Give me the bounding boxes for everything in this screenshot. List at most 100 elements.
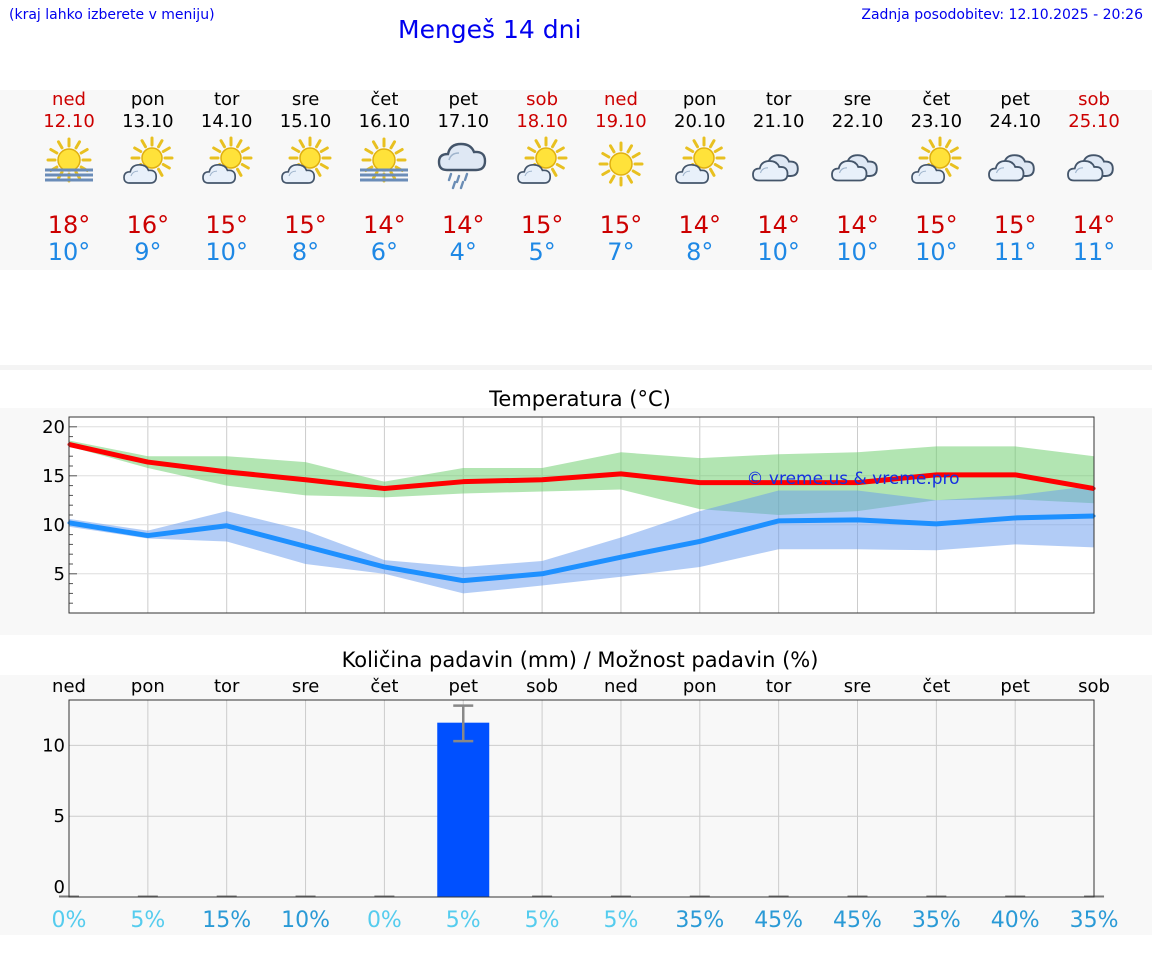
min-temperature: 5° bbox=[528, 238, 556, 266]
min-temperature: 10° bbox=[836, 238, 879, 266]
day-date: 12.10 bbox=[43, 111, 95, 132]
x-category-label: pet bbox=[448, 676, 478, 697]
max-temperature-point bbox=[461, 480, 465, 484]
precipitation-probability: 5% bbox=[446, 908, 481, 933]
max-temperature: 15° bbox=[599, 211, 643, 239]
page-title: Mengeš 14 dni bbox=[398, 15, 582, 44]
min-temperature-point bbox=[540, 572, 544, 576]
temperature-chart-title: Temperatura (°C) bbox=[489, 387, 671, 411]
y-tick-label: 0 bbox=[54, 877, 65, 898]
x-category-label: pon bbox=[683, 676, 717, 697]
x-category-label: čet bbox=[370, 676, 398, 697]
y-tick-label: 15 bbox=[42, 466, 65, 487]
sun-fog-icon bbox=[360, 137, 409, 183]
max-temperature-point bbox=[304, 478, 308, 482]
min-temperature-point bbox=[461, 579, 465, 583]
day-date: 22.10 bbox=[831, 111, 884, 132]
day-date: 24.10 bbox=[989, 111, 1041, 132]
partly-cloudy-icon bbox=[201, 136, 253, 184]
plot-frame bbox=[68, 699, 1095, 898]
min-temperature: 7° bbox=[607, 238, 635, 266]
precipitation-probability: 5% bbox=[130, 908, 165, 933]
precipitation-chart-title: Količina padavin (mm) / Možnost padavin … bbox=[341, 648, 819, 672]
day-date: 23.10 bbox=[910, 111, 963, 132]
x-category-label: ned bbox=[604, 676, 638, 697]
day-column: pon 20.10 14° 8° bbox=[660, 90, 740, 267]
min-temperature: 8° bbox=[291, 238, 320, 266]
day-column: čet 23.10 15° 10° bbox=[896, 90, 976, 267]
x-category-label: pon bbox=[131, 676, 165, 697]
day-name: tor bbox=[765, 89, 792, 110]
day-column: tor 14.10 15° 10° bbox=[187, 90, 267, 267]
partly-cloudy-icon bbox=[517, 136, 568, 184]
day-column: pet 17.10 14° 4° bbox=[423, 90, 503, 267]
plot-area bbox=[69, 700, 1094, 897]
precipitation-probability: 0% bbox=[367, 908, 402, 933]
precipitation-probability: 45% bbox=[833, 908, 882, 933]
day-date: 25.10 bbox=[1068, 111, 1120, 132]
x-category-label: sob bbox=[526, 676, 558, 697]
day-date: 17.10 bbox=[437, 111, 490, 132]
temperature-chart: 5 10 15 20 © vreme.us & vreme.pro bbox=[42, 416, 1096, 614]
y-tick-label: 10 bbox=[42, 735, 65, 756]
sun-icon bbox=[598, 141, 644, 187]
precipitation-probability: 5% bbox=[525, 908, 560, 933]
precipitation-bar bbox=[437, 722, 490, 897]
day-date: 20.10 bbox=[674, 111, 726, 132]
partly-cloudy-icon bbox=[123, 136, 174, 184]
day-name: čet bbox=[370, 89, 399, 110]
day-column: tor 21.10 14° 10° bbox=[739, 90, 819, 266]
plot-frame bbox=[68, 416, 1095, 614]
day-date: 13.10 bbox=[122, 111, 174, 132]
max-temperature-point bbox=[619, 472, 623, 476]
cloud-icon bbox=[988, 154, 1035, 182]
min-temperature: 10° bbox=[915, 238, 958, 266]
min-temperature: 9° bbox=[134, 238, 162, 266]
day-column: ned 12.10 18° 10° bbox=[29, 90, 109, 267]
max-temperature: 14° bbox=[1072, 211, 1116, 239]
max-temperature-point bbox=[777, 481, 781, 485]
min-temperature: 10° bbox=[205, 238, 248, 266]
x-category-label: sre bbox=[292, 676, 319, 697]
day-name: sob bbox=[1078, 89, 1110, 110]
cloud-icon bbox=[1067, 154, 1114, 182]
day-name: ned bbox=[603, 89, 638, 110]
day-name: pon bbox=[130, 89, 165, 110]
location-menu-hint[interactable]: (kraj lahko izberete v meniju) bbox=[9, 7, 215, 23]
x-category-label: pet bbox=[1000, 676, 1030, 697]
day-date: 16.10 bbox=[358, 111, 411, 132]
min-temperature-range-band bbox=[69, 485, 1095, 594]
max-temperature-point bbox=[1013, 473, 1017, 477]
cloud-icon bbox=[751, 154, 799, 182]
max-temperature: 14° bbox=[441, 211, 485, 239]
min-temperature-point bbox=[225, 524, 229, 528]
x-category-label: čet bbox=[922, 676, 950, 697]
cloud-icon bbox=[830, 154, 878, 182]
min-temperature-point bbox=[777, 519, 781, 523]
max-temperature-point bbox=[856, 481, 859, 485]
max-temperature: 14° bbox=[678, 211, 722, 239]
partly-cloudy-icon bbox=[911, 136, 962, 184]
min-temperature: 8° bbox=[686, 238, 714, 266]
precipitation-probability: 35% bbox=[1070, 908, 1119, 933]
y-tick-label: 20 bbox=[42, 417, 65, 438]
precipitation-probability: 15% bbox=[202, 908, 251, 933]
min-temperature: 11° bbox=[1072, 238, 1116, 266]
min-temperature: 4° bbox=[449, 238, 477, 266]
day-column: čet 16.10 14° 6° bbox=[344, 89, 424, 267]
section-divider bbox=[0, 365, 1152, 370]
max-temperature-point bbox=[540, 478, 544, 482]
min-temperature-point bbox=[856, 518, 859, 522]
min-temperature-point bbox=[382, 565, 386, 569]
max-temperature: 18° bbox=[47, 211, 91, 239]
partly-cloudy-icon bbox=[280, 136, 332, 184]
day-column: pet 24.10 15° 11° bbox=[975, 90, 1055, 266]
rain-cloud-icon bbox=[438, 142, 487, 190]
max-temperature: 14° bbox=[757, 211, 800, 239]
precipitation-chart: ned pon tor sre čet pet sob ned pon tor sre čet pet s… bbox=[42, 676, 1119, 933]
max-temperature: 15° bbox=[915, 211, 958, 239]
x-category-label: ned bbox=[52, 676, 86, 697]
max-temperature-line bbox=[68, 442, 1095, 492]
precipitation-error-bar bbox=[453, 704, 474, 743]
max-temperature-point bbox=[934, 473, 938, 477]
